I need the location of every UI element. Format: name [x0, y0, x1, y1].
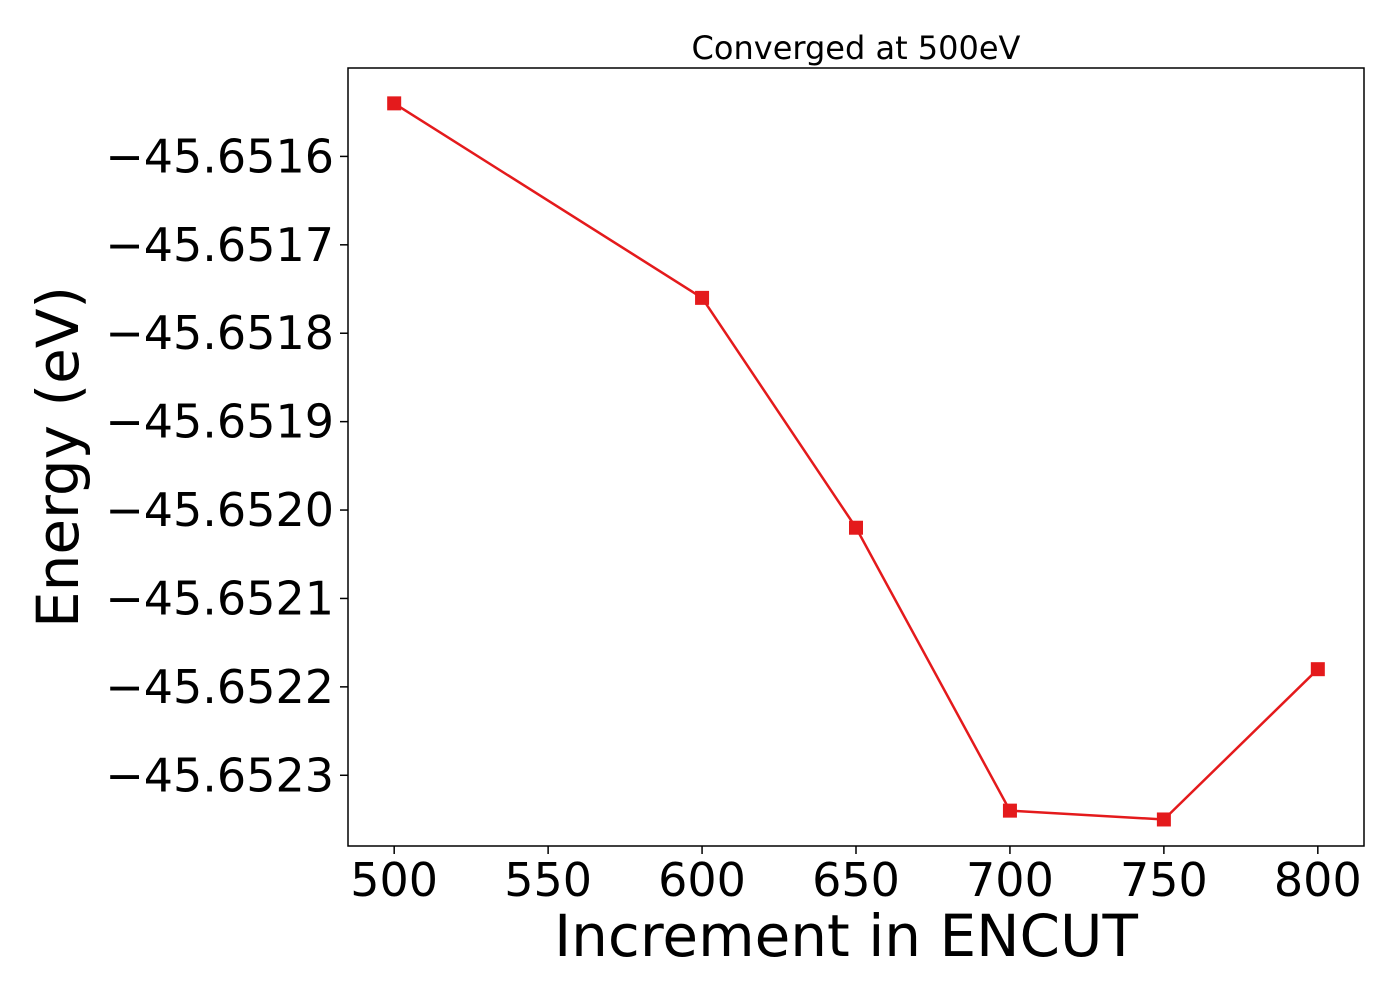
series-line: [393, 102, 1319, 821]
x-axis-title: Increment in ENCUT: [554, 902, 1138, 970]
data-point: [1310, 662, 1325, 677]
x-axis: 500 550 600 650 700 750 800: [350, 846, 1362, 907]
y-tick-label: −45.6519: [105, 395, 334, 449]
plot-area: [347, 67, 1365, 847]
x-tick-label: 800: [1274, 853, 1362, 907]
y-axis-title: Energy (eV): [24, 286, 92, 628]
series-layer: [387, 96, 1325, 827]
y-tick-label: −45.6522: [105, 660, 334, 714]
data-point: [387, 96, 402, 111]
y-tick-label: −45.6521: [105, 571, 334, 625]
data-point: [1002, 803, 1017, 818]
x-tick-label: 700: [966, 853, 1054, 907]
x-tick-label: 650: [812, 853, 900, 907]
x-tick-label: 500: [350, 853, 438, 907]
data-point: [695, 290, 710, 305]
x-tick-label: 600: [658, 853, 746, 907]
x-tick-label: 550: [504, 853, 592, 907]
y-tick-label: −45.6516: [105, 129, 334, 183]
y-tick-label: −45.6518: [105, 306, 334, 360]
x-tick-label: 750: [1120, 853, 1208, 907]
y-tick-label: −45.6523: [105, 748, 334, 802]
data-point: [849, 520, 863, 535]
data-point: [1156, 812, 1171, 827]
y-axis: −45.6516 −45.6517 −45.6518 −45.6519 −45.6520…: [105, 129, 348, 802]
y-tick-label: −45.6520: [105, 483, 334, 537]
chart-title: Converged at 500eV: [692, 29, 1021, 67]
y-tick-label: −45.6517: [105, 218, 334, 272]
